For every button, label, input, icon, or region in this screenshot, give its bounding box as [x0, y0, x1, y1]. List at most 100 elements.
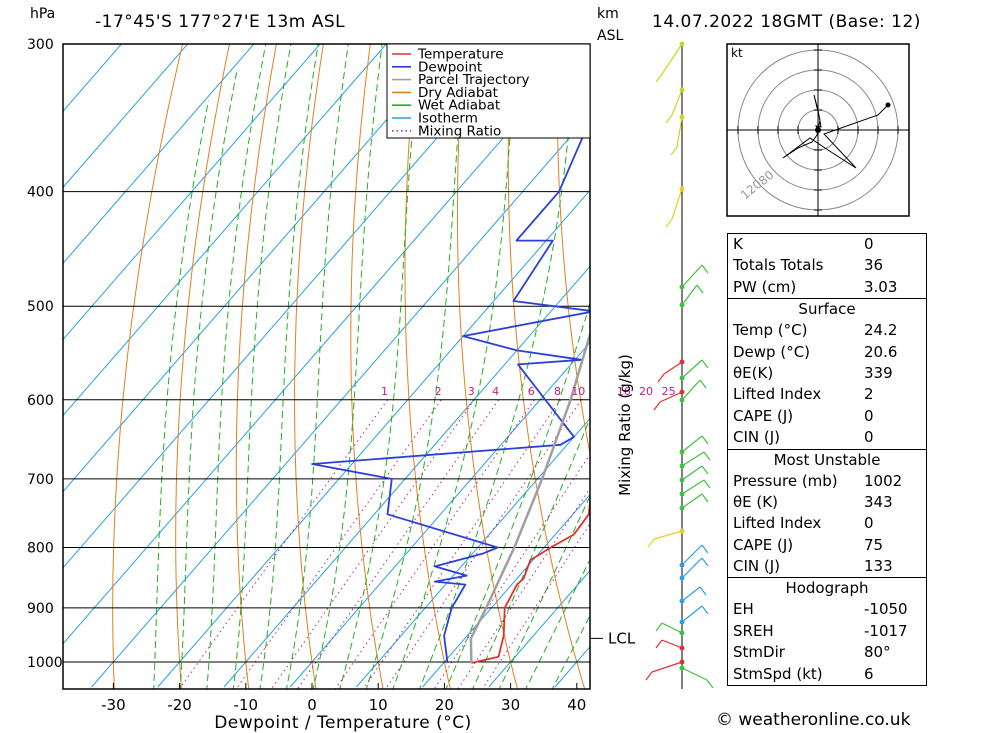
legend-label: Mixing Ratio — [418, 123, 501, 139]
dry-adiabat-line — [507, 44, 586, 689]
index-label: StmDir — [733, 643, 785, 662]
mu-row: CAPE (J) 75 — [728, 535, 926, 556]
surface-box: Surface Temp (°C) 24.2 Dewp (°C) 20.6 θE(K… — [727, 299, 927, 450]
mixing-ratio-label: 16 — [617, 385, 631, 398]
wind-barb — [659, 391, 683, 403]
wind-barb — [681, 465, 703, 481]
mixing-ratio-label: 8 — [554, 385, 561, 398]
most-unstable-box: Most Unstable Pressure (mb) 1002 θE (K) 34… — [727, 449, 927, 579]
index-value: 80° — [864, 643, 891, 662]
mixing-ratio-label: 20 — [639, 385, 653, 398]
wind-barb — [681, 544, 703, 566]
copyright-link[interactable]: © weatheronline.co.uk — [716, 710, 911, 730]
index-label: CIN (J) — [733, 557, 781, 576]
wind-level-dot — [679, 186, 685, 192]
index-label: K — [733, 235, 743, 253]
index-row-pw: PW (cm) 3.03 — [728, 277, 926, 298]
hodograph-center-dot — [815, 127, 821, 133]
wind-level-dot — [679, 114, 685, 120]
wind-barb-flag — [655, 639, 663, 649]
x-tick-label: -30 — [101, 696, 126, 714]
hodo-row: StmDir 80° — [728, 642, 926, 663]
mixing-ratio-line — [384, 399, 582, 689]
dewpoint-line — [311, 115, 590, 664]
wet-adiabat-line — [339, 44, 422, 689]
wind-barb — [681, 379, 701, 401]
wind-barb-flag — [665, 218, 673, 228]
mixing-ratio-label: 10 — [571, 385, 585, 398]
pressure-tick-label: 900 — [27, 601, 54, 617]
wind-level-dot — [679, 575, 685, 581]
most-unstable-title: Most Unstable — [773, 450, 881, 469]
location-title: -17°45'S 177°27'E 13m ASL — [95, 12, 346, 32]
wet-adiabat-line — [312, 44, 383, 689]
x-tick-label: 30 — [501, 696, 520, 714]
wind-barb — [681, 451, 705, 467]
wind-barb — [681, 264, 703, 288]
wind-barb-flag — [699, 379, 707, 389]
surface-row: θE(K) 339 — [728, 363, 926, 384]
index-value: -1050 — [864, 600, 908, 619]
mixing-ratio-label: 6 — [528, 385, 535, 398]
isotherm-line — [0, 9, 20, 687]
height-ref-label: ASL — [597, 28, 624, 44]
index-value: 20.6 — [864, 342, 898, 361]
wind-barb — [681, 493, 703, 509]
index-value: 343 — [864, 492, 893, 511]
isotherm-line — [63, 44, 454, 493]
wet-adiabat-line — [206, 44, 267, 689]
hodograph-trace — [782, 94, 889, 169]
dry-adiabat-line — [605, 9, 720, 692]
legend-label: Isotherm — [418, 111, 478, 127]
index-value: 133 — [864, 557, 893, 576]
wind-barb-flag — [706, 679, 714, 689]
wind-barb — [676, 116, 683, 148]
wind-barb-flag — [696, 284, 704, 294]
pressure-tick-label: 600 — [27, 393, 54, 409]
surface-row: Temp (°C) 24.2 — [728, 320, 926, 341]
index-value: 24.2 — [864, 321, 898, 340]
isotherm-line — [157, 189, 590, 688]
wet-adiabat-line — [232, 44, 292, 689]
wind-barb-flag — [645, 671, 653, 681]
index-value: 36 — [864, 256, 884, 275]
wind-barb-flag — [703, 479, 711, 489]
index-label: CIN (J) — [733, 428, 781, 447]
wet-adiabat-line — [445, 301, 590, 689]
isotherm-line — [63, 44, 255, 265]
isotherm-line — [356, 417, 590, 688]
wind-barb-flag — [699, 586, 707, 596]
legend-label: Dewpoint — [418, 59, 482, 75]
hodograph-indices-box: Hodograph EH -1050 SREH -1017 StmDir 80° St… — [727, 578, 927, 687]
lcl-label: LCL — [608, 629, 636, 647]
index-label: SREH — [733, 621, 774, 640]
index-value: 1002 — [864, 471, 903, 490]
dry-adiabat-line — [927, 9, 1000, 692]
mixing-ratio-line — [334, 399, 535, 689]
wind-barb — [671, 188, 683, 220]
wind-barb — [681, 479, 705, 495]
hodo-row: StmSpd (kt) 6 — [728, 664, 926, 685]
wet-adiabat-line — [392, 44, 518, 689]
legend-label: Parcel Trajectory — [418, 72, 530, 88]
mixing-ratio-axis-title: Mixing Ratio (g/kg) — [616, 354, 634, 496]
temperature-line — [471, 493, 590, 664]
wind-barb-flag — [701, 359, 709, 369]
hodo-row: SREH -1017 — [728, 621, 926, 642]
mu-row: Lifted Index 0 — [728, 513, 926, 534]
wind-level-dot — [679, 645, 685, 651]
wind-level-dot — [679, 505, 685, 511]
wind-barb-flag — [653, 401, 661, 411]
index-value: 0 — [864, 235, 874, 253]
pressure-tick-label: 1000 — [27, 655, 63, 671]
wet-adiabat-line — [259, 44, 319, 689]
wind-barb-flag — [655, 73, 663, 83]
pressure-unit-label: hPa — [30, 6, 56, 22]
wind-barb — [681, 284, 698, 306]
mixing-ratio-label: 25 — [662, 385, 676, 398]
mixing-ratio-label: 4 — [492, 385, 499, 398]
wind-barb — [681, 667, 708, 681]
mixing-ratio-line — [178, 399, 388, 689]
